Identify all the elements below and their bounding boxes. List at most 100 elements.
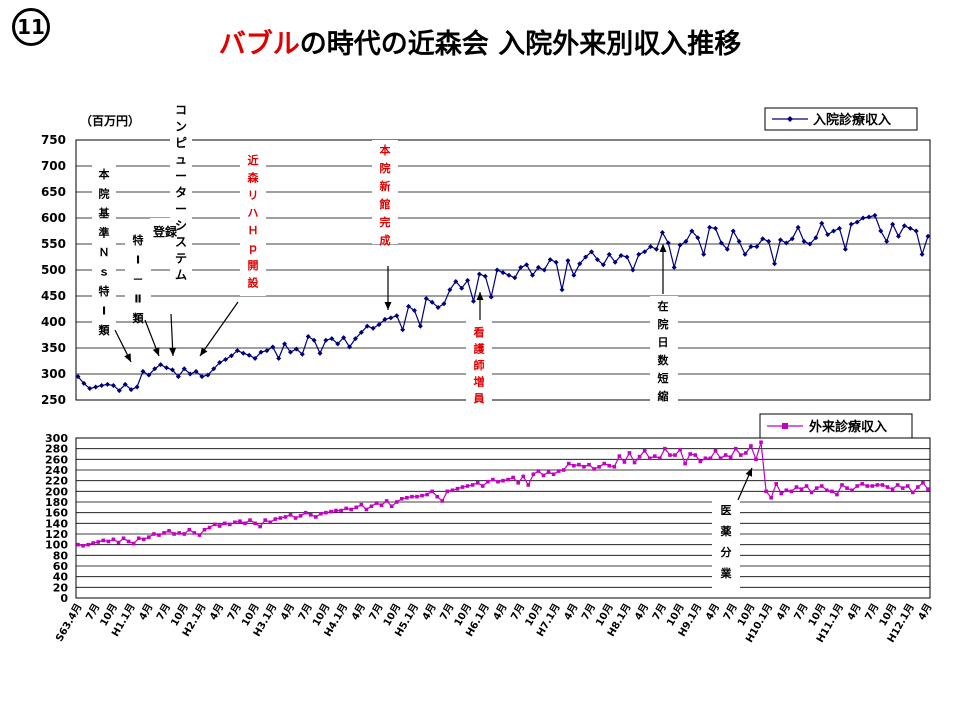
outpatient-data-point [541, 473, 546, 478]
inpatient-data-point [205, 372, 211, 378]
outpatient-data-point [400, 497, 404, 501]
outpatient-data-point [384, 499, 389, 503]
outpatient-data-point [733, 446, 738, 451]
annotation-bg [92, 158, 116, 324]
x-tick-label: 4月 [491, 602, 510, 623]
outpatient-data-point [561, 468, 566, 472]
inpatient-data-point [193, 368, 199, 374]
outpatient-data-point [744, 451, 748, 455]
inpatient-data-point [317, 350, 323, 356]
annotation-nurse-increase-char: 師 [474, 358, 485, 372]
inpatient-data-point [594, 257, 600, 263]
inpatient-data-point [860, 215, 866, 221]
annotation-bg [150, 218, 170, 264]
inpatient-data-point [234, 348, 240, 354]
inpatient-data-point [671, 264, 677, 270]
outpatient-data-point [319, 511, 323, 516]
inpatient-data-point [105, 381, 111, 387]
outpatient-data-point [668, 453, 672, 457]
outpatient-data-point [455, 486, 460, 491]
inpatient-data-point [866, 214, 872, 220]
inpatient-data-point [836, 225, 842, 231]
outpatient-data-point [825, 488, 829, 493]
annotation-stay-shortening-char: 在 [658, 299, 669, 313]
outpatient-data-point [81, 543, 85, 548]
outpatient-data-point [268, 520, 273, 525]
outpatient-data-point [794, 485, 799, 489]
inpatient-y-tick-label: 600 [41, 211, 66, 225]
x-tick-label: 7月 [579, 602, 598, 623]
inpatient-y-tick-label: 300 [41, 367, 66, 381]
outpatient-data-point [238, 519, 242, 523]
outpatient-data-point [217, 524, 222, 528]
outpatient-data-point [926, 487, 930, 491]
outpatient-y-tick-label: 0 [60, 592, 68, 605]
annotation-registration: 登録 [152, 224, 178, 239]
outpatient-data-point [116, 540, 121, 545]
annotation-rehab-hospital-char: Ｈ [248, 224, 259, 237]
inpatient-data-point [246, 352, 252, 358]
outpatient-data-point [273, 517, 278, 521]
inpatient-data-point [895, 233, 901, 239]
outpatient-data-point [905, 484, 910, 488]
inpatient-data-point [134, 384, 140, 390]
outpatient-data-point [658, 456, 662, 461]
outpatient-data-point [405, 495, 409, 500]
inpatient-data-point [565, 258, 571, 264]
inpatient-data-point [925, 233, 931, 239]
outpatient-data-point [263, 518, 268, 522]
outpatient-data-point [374, 501, 379, 505]
outpatient-data-point [617, 454, 622, 458]
x-tick-label: 7月 [438, 602, 457, 623]
inpatient-data-point [766, 238, 772, 244]
outpatient-data-point [167, 529, 171, 533]
inpatient-data-point [825, 232, 831, 238]
inpatient-data-point [223, 356, 229, 362]
outpatient-data-point [480, 484, 485, 488]
inpatient-data-point [583, 254, 589, 260]
outpatient-data-point [597, 465, 601, 469]
outpatient-data-point [890, 487, 895, 491]
outpatient-y-tick-label: 80 [53, 549, 69, 562]
inpatient-y-tick-label: 400 [41, 315, 66, 329]
inpatient-data-point [423, 296, 429, 302]
title-highlight: バブル [218, 29, 300, 60]
outpatient-data-point [551, 472, 556, 477]
outpatient-data-point [136, 536, 141, 541]
outpatient-data-point [607, 463, 612, 468]
outpatient-data-point [192, 531, 197, 535]
outpatient-data-point [845, 486, 849, 490]
inpatient-data-point [453, 278, 459, 284]
x-tick-label: 4月 [845, 602, 864, 623]
inpatient-data-point [341, 335, 347, 341]
outpatient-data-point [880, 483, 885, 487]
outpatient-data-point [106, 539, 111, 544]
annotation-special-class: 特 Ⅰ － Ⅱ 類 [132, 233, 145, 325]
outpatient-data-point [293, 516, 298, 520]
outpatient-data-point [511, 475, 515, 480]
inpatient-data-point [465, 277, 471, 283]
annotation-drug-separation-char: 医 [721, 504, 732, 517]
annotation-bg [170, 98, 192, 294]
x-tick-label: 7月 [508, 602, 527, 623]
annotation-drug-separation-char: 業 [720, 566, 733, 580]
inpatient-data-point [240, 350, 246, 356]
outpatient-y-tick-label: 200 [45, 485, 68, 498]
outpatient-data-point [111, 537, 116, 542]
x-tick-label: 7月 [154, 602, 173, 623]
inpatient-data-point [347, 344, 353, 350]
outpatient-data-point [592, 467, 596, 471]
annotation-drug-separation-char: 分 [721, 545, 732, 559]
outpatient-data-point [865, 484, 870, 488]
outpatient-data-point [278, 516, 283, 520]
inpatient-data-point [653, 246, 659, 252]
inpatient-data-point [81, 380, 87, 386]
outpatient-data-point [870, 484, 875, 488]
inpatient-legend-box [764, 107, 918, 131]
inpatient-data-point [122, 381, 128, 387]
inpatient-data-point [813, 235, 819, 241]
outpatient-data-point [86, 542, 90, 547]
